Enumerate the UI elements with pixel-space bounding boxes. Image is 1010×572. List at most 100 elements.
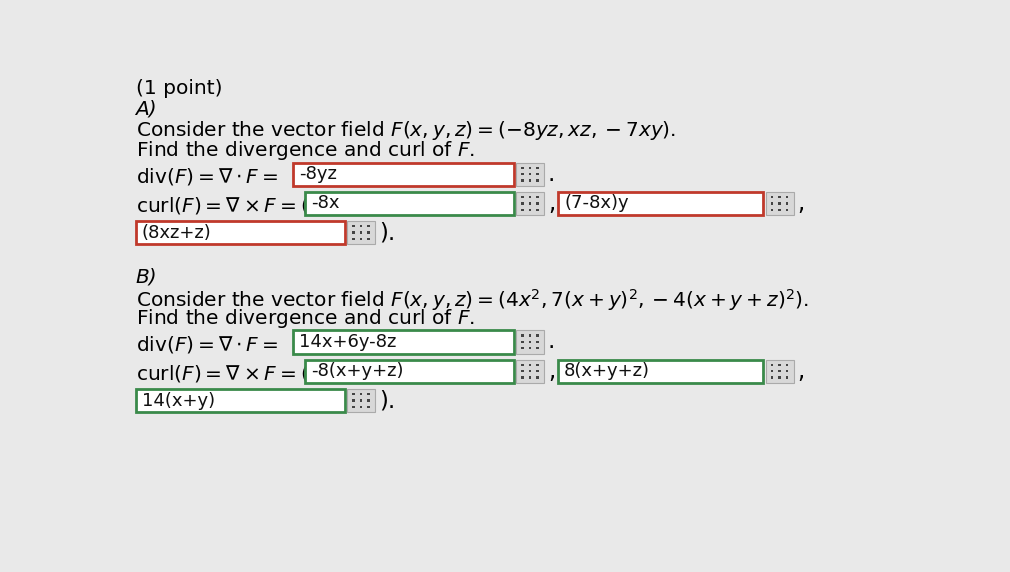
FancyBboxPatch shape: [529, 209, 531, 211]
Text: (7-8x)y: (7-8x)y: [565, 194, 629, 212]
FancyBboxPatch shape: [368, 406, 370, 408]
FancyBboxPatch shape: [347, 389, 375, 412]
FancyBboxPatch shape: [536, 370, 538, 372]
Text: ,: ,: [547, 360, 556, 383]
FancyBboxPatch shape: [529, 335, 531, 337]
FancyBboxPatch shape: [529, 173, 531, 175]
FancyBboxPatch shape: [529, 364, 531, 366]
FancyBboxPatch shape: [521, 341, 523, 343]
FancyBboxPatch shape: [771, 376, 774, 379]
FancyBboxPatch shape: [558, 360, 764, 383]
FancyBboxPatch shape: [368, 238, 370, 240]
FancyBboxPatch shape: [786, 376, 788, 379]
Text: $\mathrm{curl}(F) = \nabla \times F =($: $\mathrm{curl}(F) = \nabla \times F =($: [135, 195, 308, 216]
Text: .: .: [547, 331, 556, 353]
FancyBboxPatch shape: [536, 335, 538, 337]
FancyBboxPatch shape: [360, 225, 363, 228]
FancyBboxPatch shape: [786, 202, 788, 205]
FancyBboxPatch shape: [786, 196, 788, 198]
Text: Consider the vector field $F(x, y, z) = (-8yz, xz, -7xy).$: Consider the vector field $F(x, y, z) = …: [135, 120, 676, 142]
FancyBboxPatch shape: [771, 364, 774, 366]
FancyBboxPatch shape: [536, 376, 538, 379]
FancyBboxPatch shape: [536, 341, 538, 343]
Text: 14x+6y-8z: 14x+6y-8z: [299, 333, 397, 351]
FancyBboxPatch shape: [536, 202, 538, 205]
FancyBboxPatch shape: [352, 225, 355, 228]
FancyBboxPatch shape: [536, 166, 538, 169]
Text: 8(x+y+z): 8(x+y+z): [565, 362, 650, 380]
FancyBboxPatch shape: [135, 221, 344, 244]
FancyBboxPatch shape: [529, 370, 531, 372]
FancyBboxPatch shape: [786, 209, 788, 211]
FancyBboxPatch shape: [786, 364, 788, 366]
FancyBboxPatch shape: [521, 166, 523, 169]
FancyBboxPatch shape: [352, 399, 355, 402]
FancyBboxPatch shape: [521, 335, 523, 337]
FancyBboxPatch shape: [521, 376, 523, 379]
FancyBboxPatch shape: [779, 196, 781, 198]
FancyBboxPatch shape: [360, 406, 363, 408]
Text: .: .: [547, 162, 556, 186]
FancyBboxPatch shape: [529, 196, 531, 198]
FancyBboxPatch shape: [521, 370, 523, 372]
Text: -8(x+y+z): -8(x+y+z): [311, 362, 403, 380]
Text: ,: ,: [798, 360, 805, 383]
FancyBboxPatch shape: [529, 341, 531, 343]
FancyBboxPatch shape: [293, 331, 514, 353]
FancyBboxPatch shape: [521, 180, 523, 182]
FancyBboxPatch shape: [779, 376, 781, 379]
FancyBboxPatch shape: [521, 209, 523, 211]
FancyBboxPatch shape: [536, 173, 538, 175]
FancyBboxPatch shape: [529, 180, 531, 182]
FancyBboxPatch shape: [521, 347, 523, 349]
Text: 14(x+y): 14(x+y): [141, 391, 215, 410]
FancyBboxPatch shape: [529, 166, 531, 169]
FancyBboxPatch shape: [536, 196, 538, 198]
FancyBboxPatch shape: [771, 209, 774, 211]
FancyBboxPatch shape: [766, 192, 794, 215]
FancyBboxPatch shape: [521, 202, 523, 205]
FancyBboxPatch shape: [766, 360, 794, 383]
FancyBboxPatch shape: [779, 202, 781, 205]
FancyBboxPatch shape: [771, 202, 774, 205]
FancyBboxPatch shape: [529, 202, 531, 205]
FancyBboxPatch shape: [135, 389, 344, 412]
FancyBboxPatch shape: [304, 192, 514, 215]
FancyBboxPatch shape: [779, 370, 781, 372]
FancyBboxPatch shape: [368, 399, 370, 402]
FancyBboxPatch shape: [771, 196, 774, 198]
FancyBboxPatch shape: [368, 393, 370, 395]
Text: A): A): [135, 100, 158, 118]
Text: $\mathrm{curl}(F) = \nabla \times F =($: $\mathrm{curl}(F) = \nabla \times F =($: [135, 363, 308, 384]
Text: -8yz: -8yz: [299, 165, 337, 183]
Text: $\mathrm{div}(F) = \nabla \cdot F = $: $\mathrm{div}(F) = \nabla \cdot F = $: [135, 166, 278, 186]
FancyBboxPatch shape: [786, 370, 788, 372]
FancyBboxPatch shape: [516, 162, 544, 186]
Text: Consider the vector field $F(x, y, z) = (4x^2, 7(x + y)^2, -4(x + y + z)^2).$: Consider the vector field $F(x, y, z) = …: [135, 287, 808, 313]
Text: B): B): [135, 267, 158, 287]
Text: ,: ,: [798, 192, 805, 215]
FancyBboxPatch shape: [516, 360, 544, 383]
FancyBboxPatch shape: [521, 196, 523, 198]
Text: -8x: -8x: [311, 194, 339, 212]
FancyBboxPatch shape: [352, 238, 355, 240]
FancyBboxPatch shape: [779, 364, 781, 366]
FancyBboxPatch shape: [516, 192, 544, 215]
FancyBboxPatch shape: [368, 225, 370, 228]
FancyBboxPatch shape: [536, 180, 538, 182]
FancyBboxPatch shape: [536, 347, 538, 349]
Text: ).: ).: [379, 221, 395, 244]
FancyBboxPatch shape: [529, 347, 531, 349]
FancyBboxPatch shape: [352, 232, 355, 234]
FancyBboxPatch shape: [360, 399, 363, 402]
Text: $\mathrm{div}(F) = \nabla \cdot F = $: $\mathrm{div}(F) = \nabla \cdot F = $: [135, 333, 278, 355]
Text: ).: ).: [379, 389, 395, 412]
FancyBboxPatch shape: [304, 360, 514, 383]
FancyBboxPatch shape: [368, 232, 370, 234]
FancyBboxPatch shape: [529, 376, 531, 379]
FancyBboxPatch shape: [558, 192, 764, 215]
FancyBboxPatch shape: [771, 370, 774, 372]
Text: Find the divergence and curl of $F$.: Find the divergence and curl of $F$.: [135, 140, 475, 162]
FancyBboxPatch shape: [352, 393, 355, 395]
Text: ,: ,: [547, 192, 556, 215]
